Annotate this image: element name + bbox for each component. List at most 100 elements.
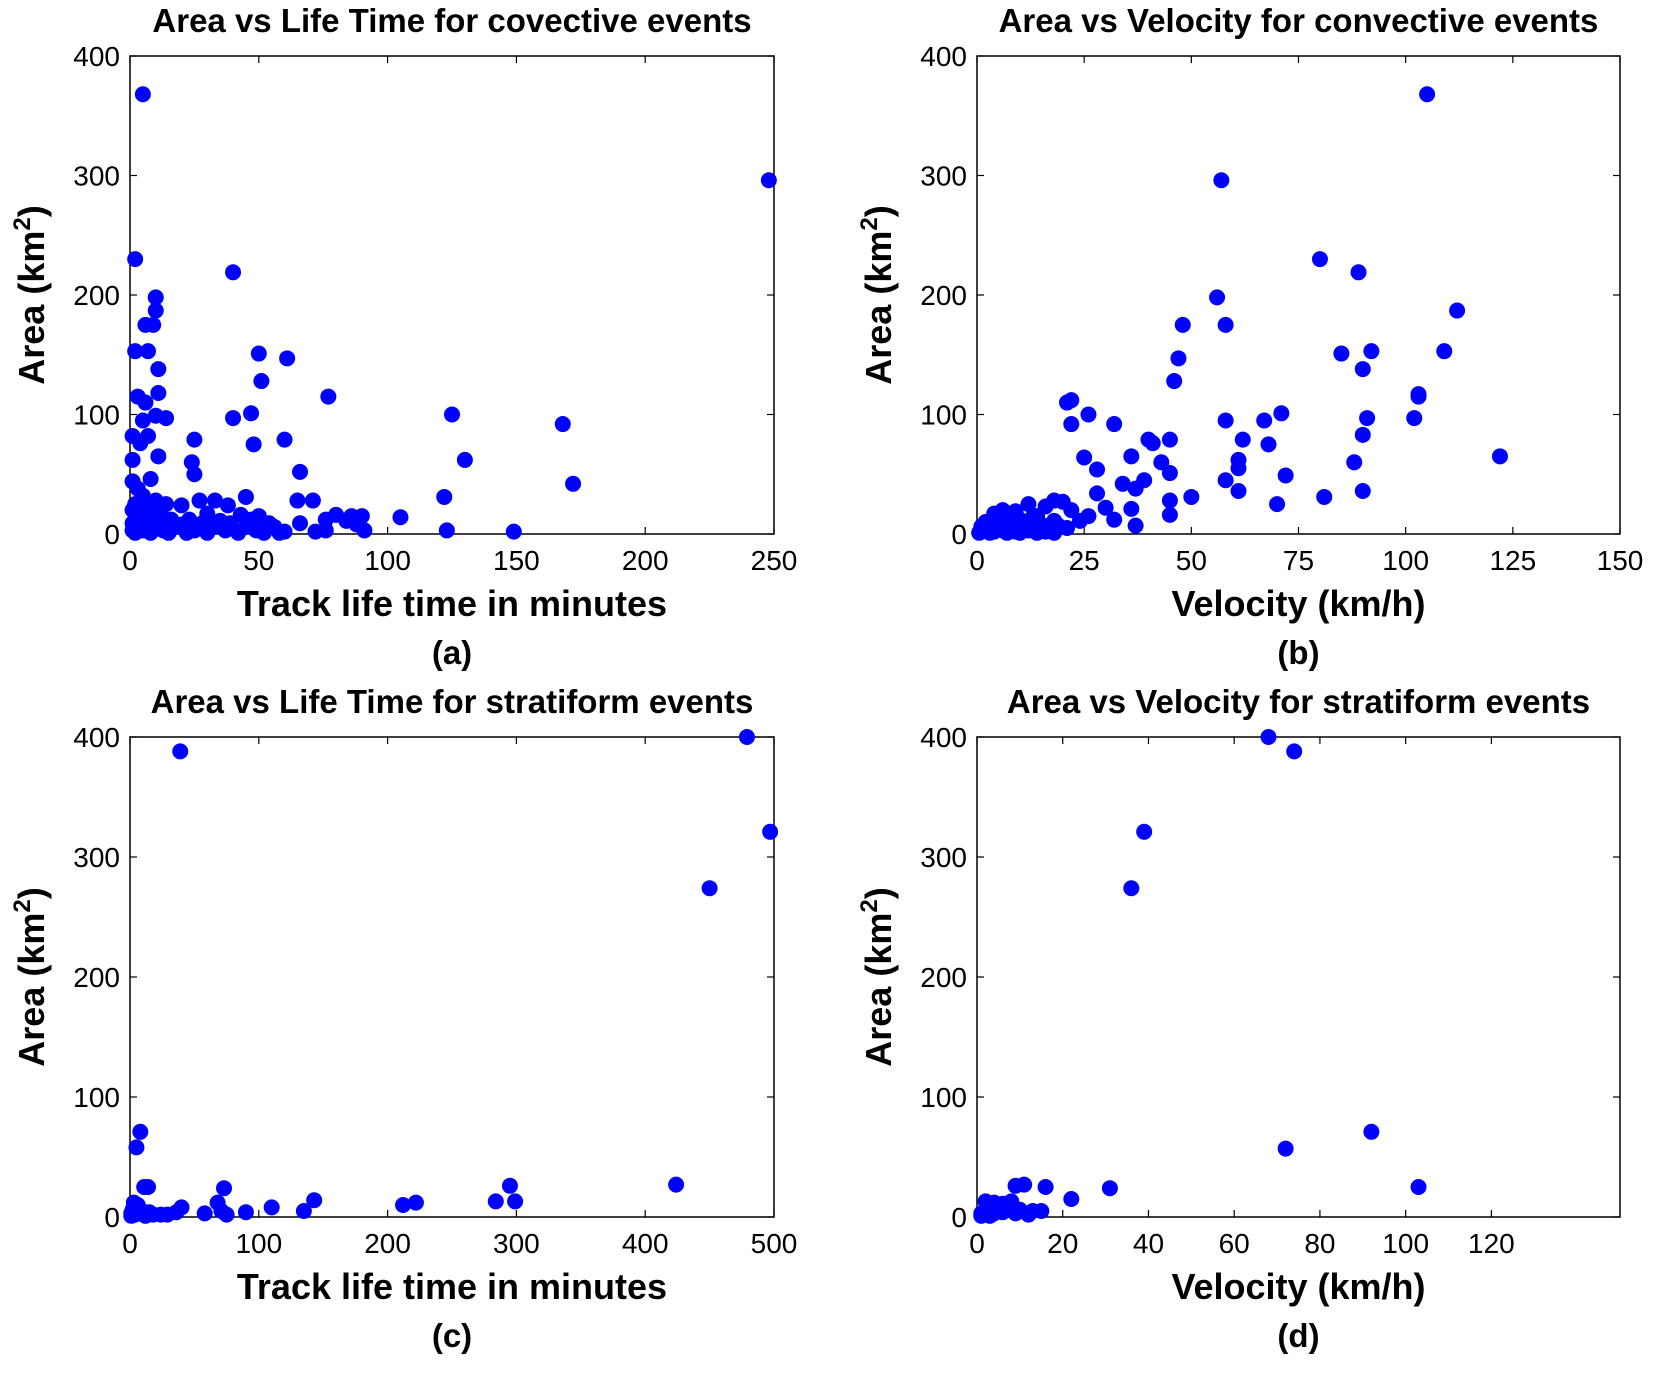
- x-tick-label: 0: [969, 1228, 985, 1259]
- scatter-point: [1046, 524, 1063, 541]
- x-tick-label: 200: [364, 1228, 411, 1259]
- scatter-point: [127, 251, 144, 268]
- scatter-point: [501, 1177, 518, 1194]
- y-tick-label: 300: [920, 842, 967, 873]
- y-axis-label: Area (km2): [9, 887, 52, 1066]
- scatter-point: [1106, 511, 1123, 528]
- scatter-point: [1354, 426, 1371, 443]
- scatter-point: [1217, 472, 1234, 489]
- x-tick-label: 40: [1133, 1228, 1164, 1259]
- scatter-point: [1059, 394, 1076, 411]
- scatter-point: [1363, 343, 1380, 360]
- scatter-point: [1354, 482, 1371, 499]
- scatter-point: [1020, 496, 1037, 513]
- scatter-point: [762, 823, 779, 840]
- x-tick-label: 100: [364, 545, 411, 576]
- scatter-point: [436, 488, 453, 505]
- scatter-point: [123, 1207, 140, 1224]
- y-tick-label: 0: [951, 519, 967, 550]
- y-tick-label: 0: [951, 1202, 967, 1233]
- scatter-point: [216, 1180, 233, 1197]
- scatter-point: [1097, 499, 1114, 516]
- scatter-point: [1106, 416, 1123, 433]
- panel-d: Area vs Velocity for stratiform events 0 2…: [856, 683, 1621, 1354]
- y-tick-label: 200: [73, 962, 120, 993]
- scatter-point: [1089, 461, 1106, 478]
- y-axis-label-main: Area (km: [858, 913, 899, 1067]
- scatter-series: [971, 86, 1508, 541]
- scatter-point: [150, 448, 167, 465]
- scatter-point: [1080, 406, 1097, 423]
- scatter-point: [1011, 524, 1028, 541]
- panel-c: Area vs Life Time for stratiform events 0…: [9, 683, 797, 1354]
- scatter-point: [276, 431, 293, 448]
- y-tick-label: 300: [920, 161, 967, 192]
- scatter-point: [1234, 431, 1251, 448]
- scatter-point: [292, 515, 309, 532]
- scatter-point: [127, 524, 144, 541]
- scatter-point: [1071, 512, 1088, 529]
- scatter-point: [1161, 465, 1178, 482]
- scatter-point: [1037, 1179, 1054, 1195]
- scatter-point: [145, 316, 162, 333]
- scatter-point: [183, 454, 200, 471]
- scatter-point: [147, 302, 164, 319]
- scatter-point: [668, 1176, 685, 1193]
- scatter-point: [1491, 448, 1508, 465]
- scatter-point: [230, 524, 247, 541]
- x-tick-label: 400: [622, 1228, 669, 1259]
- scatter-point: [150, 384, 167, 401]
- scatter-point: [999, 524, 1016, 541]
- scatter-point: [137, 1207, 154, 1224]
- x-tick-label: 20: [1047, 1228, 1078, 1259]
- scatter-point: [1123, 880, 1140, 897]
- scatter-point: [1286, 743, 1303, 760]
- scatter-point: [1406, 410, 1423, 427]
- y-axis-label-main: Area (km: [858, 231, 899, 385]
- y-axis-label-end: ): [11, 205, 52, 217]
- scatter-point: [186, 466, 203, 483]
- scatter-point: [1277, 467, 1294, 484]
- scatter-point: [981, 1207, 998, 1224]
- scatter-point: [150, 361, 167, 378]
- scatter-point: [1350, 264, 1367, 281]
- y-tick-label: 100: [73, 1082, 120, 1113]
- scatter-point: [245, 436, 262, 453]
- y-tick-label: 0: [104, 519, 120, 550]
- scatter-point: [191, 492, 208, 509]
- x-axis-label: Velocity (km/h): [1171, 583, 1425, 624]
- scatter-point: [218, 1206, 235, 1223]
- x-tick-label: 150: [1597, 545, 1644, 576]
- scatter-point: [1123, 500, 1140, 517]
- scatter-point: [271, 524, 288, 541]
- scatter-point: [207, 492, 224, 509]
- scatter-point: [132, 1123, 149, 1140]
- panel-caption: (b): [1277, 634, 1319, 671]
- scatter-point: [1213, 172, 1230, 189]
- y-tick-label: 200: [920, 280, 967, 311]
- x-axis-label: Track life time in minutes: [237, 1266, 667, 1307]
- scatter-point: [1174, 316, 1191, 333]
- x-axis-label: Velocity (km/h): [1171, 1266, 1425, 1307]
- scatter-point: [1269, 496, 1286, 513]
- y-tick-label: 400: [73, 41, 120, 72]
- scatter-point: [237, 1204, 254, 1221]
- scatter-point: [701, 880, 718, 897]
- scatter-point: [1161, 492, 1178, 509]
- scatter-point: [289, 492, 306, 509]
- scatter-point: [1316, 488, 1333, 505]
- x-tick-label: 150: [493, 545, 540, 576]
- scatter-point: [1089, 485, 1106, 502]
- scatter-point: [1311, 251, 1328, 268]
- x-tick-label: 0: [122, 545, 138, 576]
- scatter-point: [172, 743, 189, 760]
- scatter-point: [1230, 482, 1247, 499]
- y-tick-label: 300: [73, 161, 120, 192]
- scatter-point: [134, 412, 151, 429]
- y-axis-label-superscript: 2: [9, 217, 36, 230]
- scatter-point: [1076, 449, 1093, 466]
- scatter-point: [186, 431, 203, 448]
- scatter-point: [292, 463, 309, 480]
